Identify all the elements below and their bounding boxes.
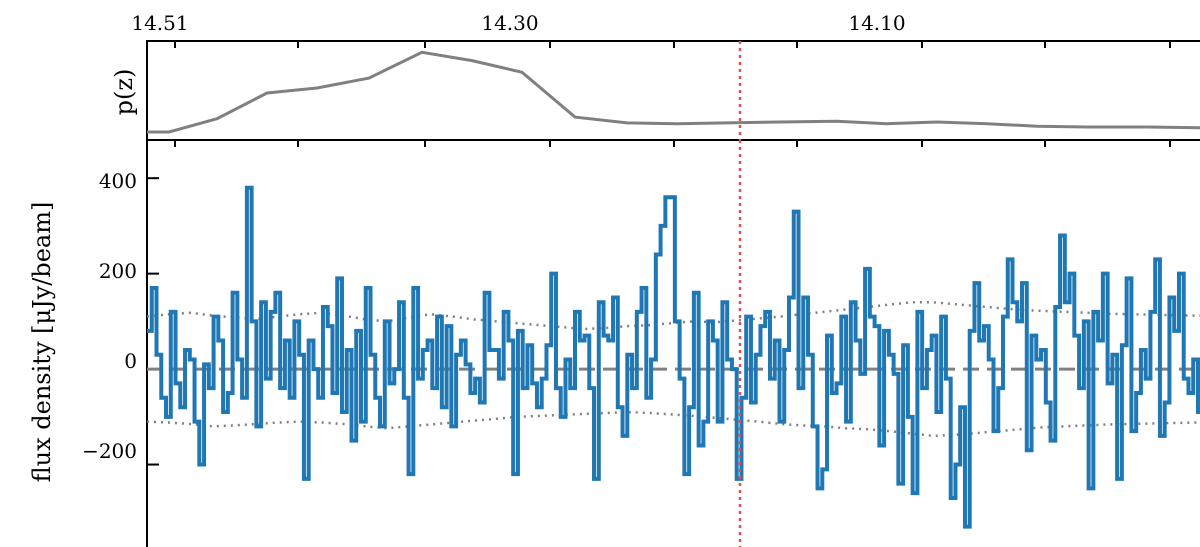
flux-spectrum xyxy=(147,185,1200,529)
flux-panel-frame xyxy=(146,139,1200,547)
top-axis-tick-label: 14.51 xyxy=(131,11,188,35)
flux-ytick-label: −200 xyxy=(82,439,137,463)
axis-ticks xyxy=(147,41,1171,466)
flux-layer xyxy=(146,140,1200,547)
pz-layer xyxy=(147,41,1200,140)
flux-ytick-label: 200 xyxy=(99,259,137,283)
pz-curve xyxy=(147,50,1200,134)
flux-ytick-label: 400 xyxy=(99,169,137,193)
flux-axis-label: flux density [μJy/beam] xyxy=(28,202,56,483)
top-axis-tick-label: 14.30 xyxy=(481,11,538,35)
noise-upper-envelope xyxy=(146,301,1200,331)
pz-axis-label: p(z) xyxy=(110,69,138,116)
flux-ytick-label: 0 xyxy=(124,349,137,373)
top-axis-tick-label: 14.10 xyxy=(848,11,905,35)
